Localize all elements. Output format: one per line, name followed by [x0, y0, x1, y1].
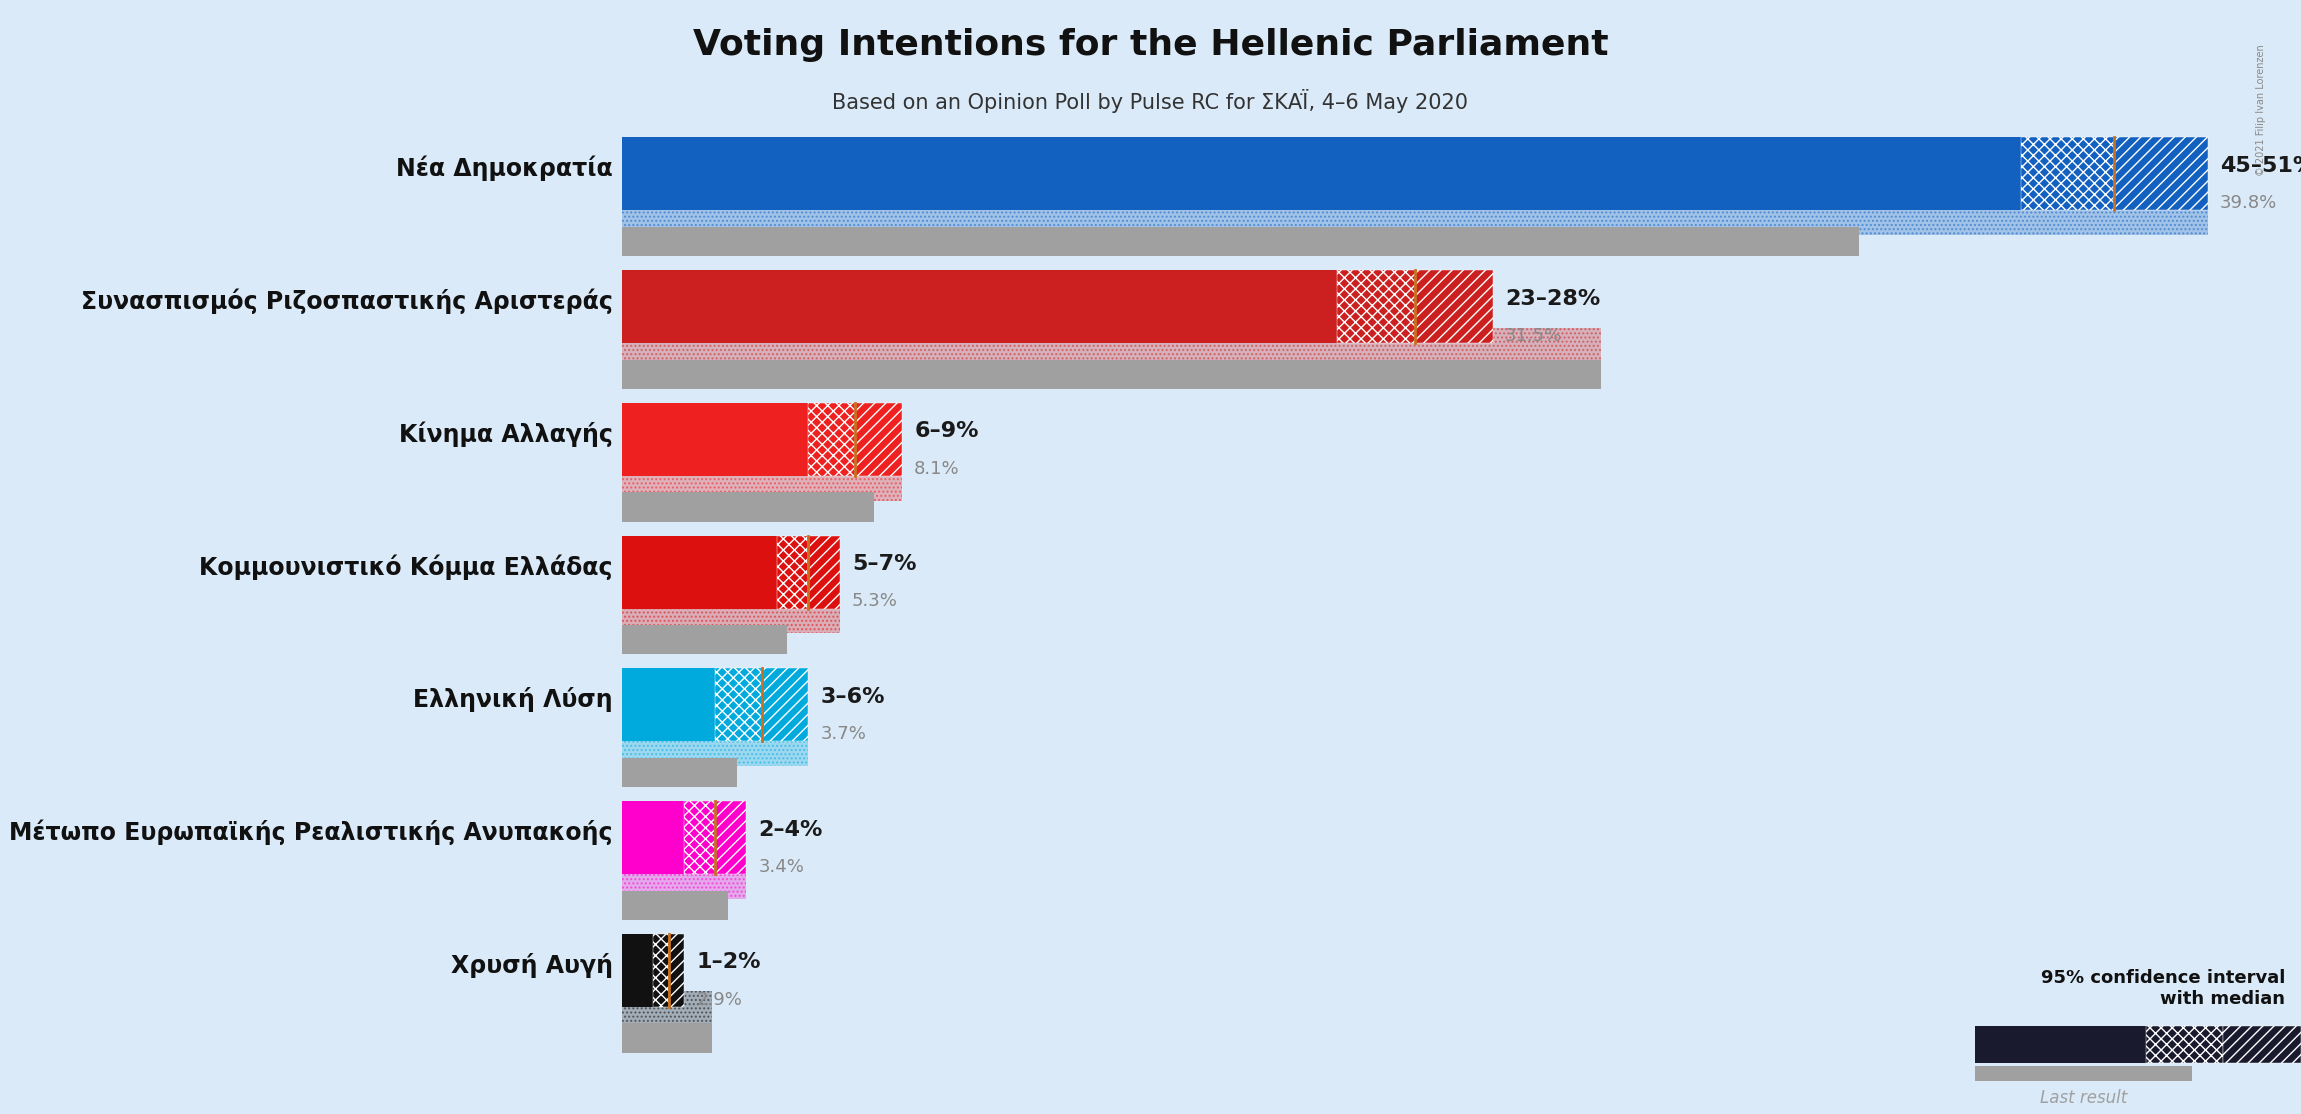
Bar	[621, 460, 902, 500]
Bar	[621, 726, 808, 766]
Bar	[621, 492, 874, 521]
Bar	[621, 270, 1337, 343]
Bar	[621, 859, 746, 899]
Bar	[716, 668, 762, 742]
Bar	[621, 1024, 711, 1053]
Text: Ελληνική Λύση: Ελληνική Λύση	[412, 687, 612, 712]
Bar	[670, 934, 683, 1007]
Bar	[621, 625, 787, 654]
Text: Νέα Δημοκρατία: Νέα Δημοκρατία	[396, 156, 612, 182]
Bar	[621, 195, 2207, 235]
Bar	[621, 328, 1601, 368]
Bar	[621, 801, 683, 874]
Bar	[621, 859, 746, 899]
Text: 45–51%: 45–51%	[2220, 156, 2301, 176]
Text: Χρυσή Αυγή: Χρυσή Αυγή	[451, 952, 612, 978]
Text: Συνασπισμός Ριζοσπαστικής Αριστεράς: Συνασπισμός Ριζοσπαστικής Αριστεράς	[81, 289, 612, 314]
Text: 6–9%: 6–9%	[913, 421, 978, 441]
Bar	[778, 536, 808, 608]
Text: Based on an Opinion Poll by Pulse RC for ΣΚΑΪ̈, 4–6 May 2020: Based on an Opinion Poll by Pulse RC for…	[833, 89, 1468, 114]
Text: 39.8%: 39.8%	[2220, 194, 2278, 212]
Text: 2–4%: 2–4%	[759, 820, 824, 840]
Bar	[2115, 137, 2207, 211]
Bar	[808, 403, 856, 476]
Text: 8.1%: 8.1%	[913, 460, 960, 478]
Bar	[621, 891, 727, 920]
Text: Last result: Last result	[2039, 1088, 2126, 1107]
Bar	[2020, 137, 2115, 211]
Text: 5.3%: 5.3%	[851, 593, 897, 610]
Bar	[621, 934, 653, 1007]
Text: 31.5%: 31.5%	[1505, 326, 1562, 344]
Bar	[621, 593, 840, 634]
Text: Κίνημα Αλλαγής: Κίνημα Αλλαγής	[398, 421, 612, 447]
Bar	[621, 536, 778, 608]
Bar	[1337, 270, 1415, 343]
Bar	[621, 593, 840, 634]
Bar	[621, 403, 808, 476]
Bar	[621, 991, 711, 1032]
Text: Voting Intentions for the Hellenic Parliament: Voting Intentions for the Hellenic Parli…	[693, 28, 1608, 62]
Bar	[1415, 270, 1493, 343]
Bar	[621, 137, 2020, 211]
Bar	[621, 668, 716, 742]
Text: Μέτωπο Ευρωπαϊκής Ρεαλιστικής Ανυπακοής: Μέτωπο Ευρωπαϊκής Ρεαλιστικής Ανυπακοής	[9, 820, 612, 846]
Bar	[621, 227, 1859, 256]
Bar	[762, 668, 808, 742]
Bar	[621, 460, 902, 500]
Text: 95% confidence interval
with median: 95% confidence interval with median	[2041, 969, 2285, 1007]
Bar	[653, 934, 670, 1007]
Bar	[621, 758, 736, 788]
Bar	[716, 801, 746, 874]
Text: 1–2%: 1–2%	[697, 952, 762, 973]
Bar	[1974, 1026, 2145, 1064]
Bar	[856, 403, 902, 476]
Bar	[621, 195, 2207, 235]
Bar	[683, 801, 716, 874]
Bar	[1974, 1066, 2193, 1082]
Text: 3–6%: 3–6%	[821, 687, 886, 707]
Bar	[2145, 1026, 2223, 1064]
Text: 5–7%: 5–7%	[851, 554, 916, 574]
Text: 2.9%: 2.9%	[697, 990, 743, 1008]
Bar	[621, 991, 711, 1032]
Text: 23–28%: 23–28%	[1505, 289, 1599, 309]
Bar	[621, 328, 1601, 368]
Text: © 2021 Filip Ivan Lorenzen: © 2021 Filip Ivan Lorenzen	[2257, 45, 2266, 176]
Bar	[621, 726, 808, 766]
Bar	[808, 536, 840, 608]
Text: Κομμουνιστικό Κόμμα Ελλάδας: Κομμουνιστικό Κόμμα Ελλάδας	[200, 554, 612, 579]
Text: 3.7%: 3.7%	[821, 725, 867, 743]
Bar	[621, 360, 1601, 389]
Text: 3.4%: 3.4%	[759, 858, 805, 876]
Bar	[2223, 1026, 2301, 1064]
